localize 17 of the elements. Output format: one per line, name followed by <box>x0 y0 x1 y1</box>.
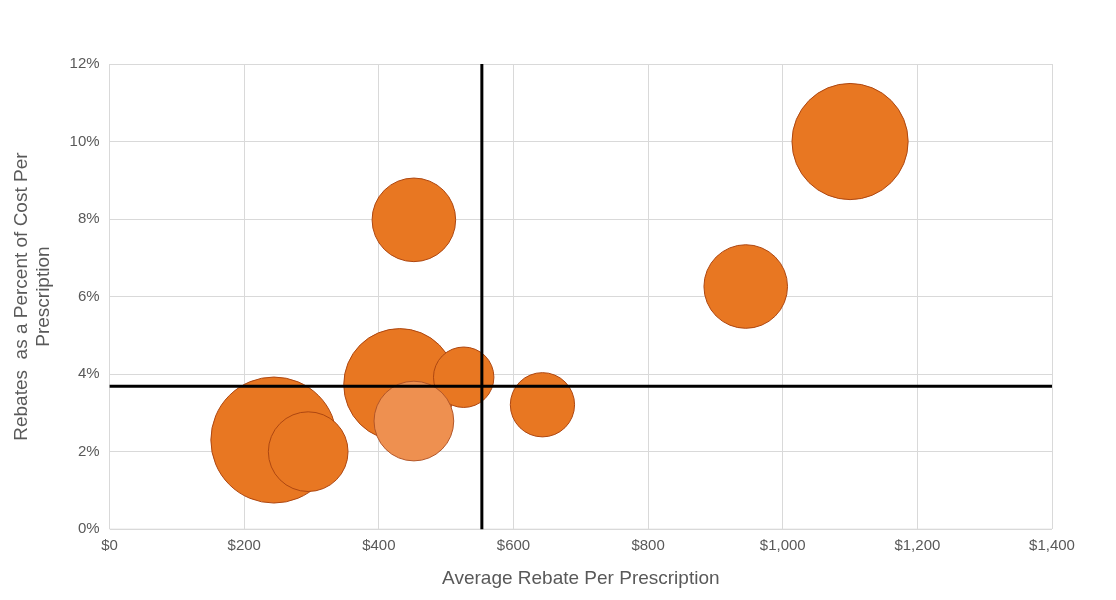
x-tick-label: $800 <box>631 536 665 554</box>
y-tick-label: 10% <box>69 131 100 149</box>
y-tick-label: 0% <box>77 519 100 537</box>
x-tick-label: $1,000 <box>759 536 806 554</box>
y-tick-label: 2% <box>77 441 100 459</box>
x-tick-label: $400 <box>362 536 396 554</box>
y-tick-label: 8% <box>77 209 100 227</box>
x-tick-label: $1,400 <box>1029 536 1075 554</box>
y-tick-label: 4% <box>77 364 100 382</box>
x-tick-label: $600 <box>496 536 531 554</box>
x-tick-label: $200 <box>227 536 261 554</box>
y-axis-title: Rebates as a Percent of Cost Per Prescription <box>9 151 54 441</box>
x-tick-label: $0 <box>101 536 118 554</box>
x-axis-title: Average Rebate Per Prescription <box>442 566 720 588</box>
y-tick-label: 12% <box>69 54 100 72</box>
x-tick-label: $1,200 <box>894 536 941 554</box>
y-tick-label: 6% <box>77 286 100 304</box>
